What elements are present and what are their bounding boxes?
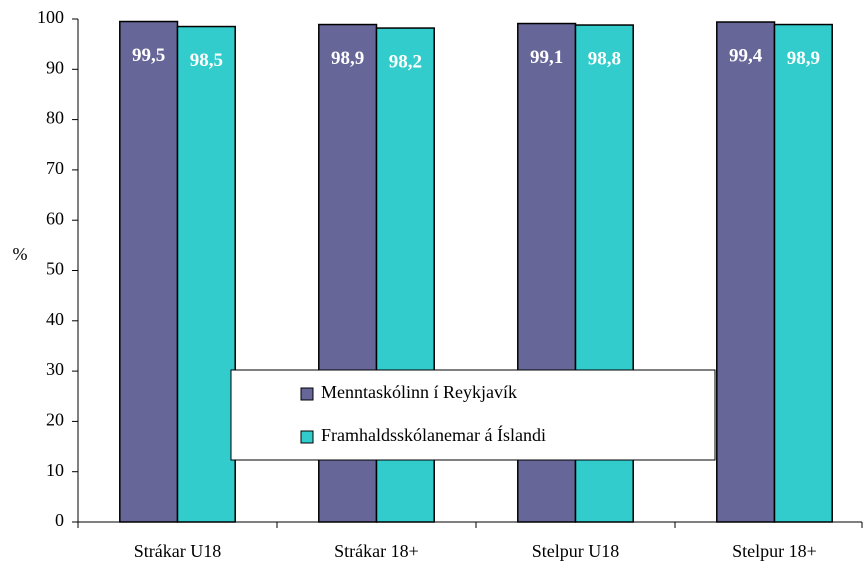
x-tick-label: Strákar U18 <box>134 541 221 561</box>
bar <box>773 23 833 523</box>
y-tick-label: 40 <box>46 309 64 329</box>
y-tick-label: 30 <box>46 359 64 379</box>
value-label: 98,2 <box>389 51 422 72</box>
value-label: 98,5 <box>190 50 223 71</box>
y-axis-label: % <box>13 244 28 264</box>
y-tick-label: 60 <box>46 208 64 228</box>
legend-swatch <box>300 387 314 401</box>
y-tick-label: 50 <box>46 259 64 279</box>
y-tick-label: 0 <box>55 510 64 530</box>
value-label: 99,1 <box>530 47 563 68</box>
bar <box>176 25 236 523</box>
y-tick-label: 100 <box>37 7 64 27</box>
value-label: 98,9 <box>787 48 820 69</box>
y-tick-label: 20 <box>46 410 64 430</box>
bar <box>716 21 776 523</box>
y-tick-label: 10 <box>46 460 64 480</box>
legend: Menntaskólinn í Reykjavík Framhaldsskólan… <box>230 369 716 461</box>
legend-swatch <box>300 430 314 444</box>
value-label: 99,5 <box>132 45 165 66</box>
legend-label: Framhaldsskólanemar á Íslandi <box>321 424 546 445</box>
x-tick-label: Stelpur U18 <box>532 541 620 561</box>
y-tick-label: 90 <box>46 57 64 77</box>
legend-box <box>230 369 716 461</box>
bar <box>119 20 179 523</box>
x-tick-label: Strákar 18+ <box>334 541 419 561</box>
value-label: 99,4 <box>729 45 763 66</box>
value-label: 98,8 <box>588 48 621 69</box>
legend-label: Menntaskólinn í Reykjavík <box>321 382 517 402</box>
y-tick-label: 80 <box>46 108 64 128</box>
value-label: 98,9 <box>331 48 364 69</box>
y-tick-label: 70 <box>46 158 64 178</box>
x-tick-label: Stelpur 18+ <box>732 541 817 561</box>
